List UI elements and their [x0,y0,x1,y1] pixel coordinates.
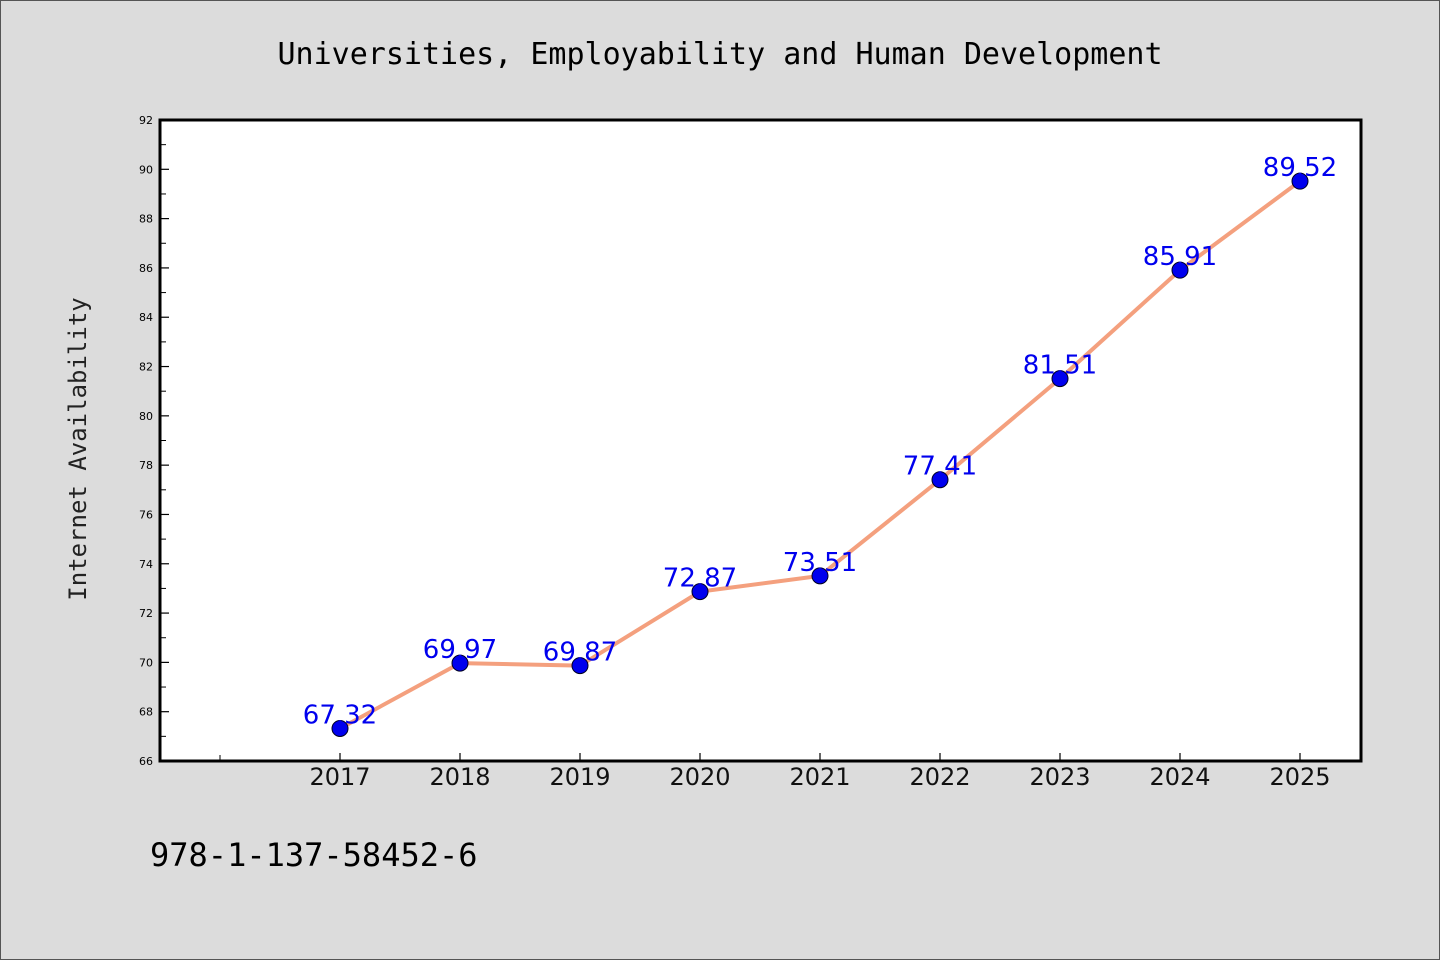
y-tick-label: 76 [139,508,153,521]
data-label: 81.51 [1023,351,1097,381]
series-points-group [331,172,1309,737]
x-tick-label: 2019 [549,763,610,791]
x-tick-label: 2023 [1029,763,1090,791]
y-tick-label: 82 [139,361,153,374]
y-tick-label: 68 [139,706,153,719]
data-labels-group: 67.32 69.97 69.87 72.87 73.51 77.41 81.51 85.91… [303,153,1337,730]
y-tick-label: 74 [139,558,153,571]
x-tick-label: 2021 [789,763,850,791]
data-label: 85.91 [1143,242,1217,272]
x-axis-ticks: 2017 2018 2019 2020 2021 2022 2023 2024 2025 [219,753,1331,791]
y-tick-label: 88 [139,213,153,226]
data-label: 69.87 [543,638,617,668]
plot-area [158,118,1363,763]
data-label: 77.41 [903,452,977,482]
data-point [1291,172,1309,190]
x-tick-label: 2022 [909,763,970,791]
data-point [811,567,829,585]
y-tick-label: 78 [139,459,153,472]
y-axis-label: Internet Availability [64,297,92,600]
y-tick-label: 84 [139,311,153,324]
data-label: 72.87 [663,564,737,594]
data-point [1051,370,1069,388]
x-tick-label: 2020 [669,763,730,791]
data-point [451,654,469,672]
chart-title: Universities, Employability and Human De… [277,37,1162,72]
y-tick-label: 72 [139,607,153,620]
x-tick-label: 2017 [309,763,370,791]
data-label: 69.97 [423,635,497,665]
isbn-text: 978-1-137-58452-6 [150,836,478,874]
y-tick-label: 80 [139,410,153,423]
data-label: 73.51 [783,548,857,578]
x-tick-label: 2018 [429,763,490,791]
y-tick-label: 66 [139,755,153,768]
y-tick-label: 70 [139,656,153,669]
x-tick-label: 2025 [1269,763,1330,791]
data-point [331,719,349,737]
y-tick-label: 86 [139,262,153,275]
y-tick-label: 92 [139,114,153,127]
x-tick-label: 2024 [1149,763,1210,791]
data-point [931,471,949,489]
data-point [691,583,709,601]
data-label: 67.32 [303,700,377,730]
y-tick-label: 90 [139,163,153,176]
data-label: 89.52 [1263,153,1337,183]
data-point [1171,261,1189,279]
data-point [571,657,589,675]
y-axis-ticks: 66 68 70 72 74 76 78 80 82 84 86 88 90 92 [139,114,169,768]
